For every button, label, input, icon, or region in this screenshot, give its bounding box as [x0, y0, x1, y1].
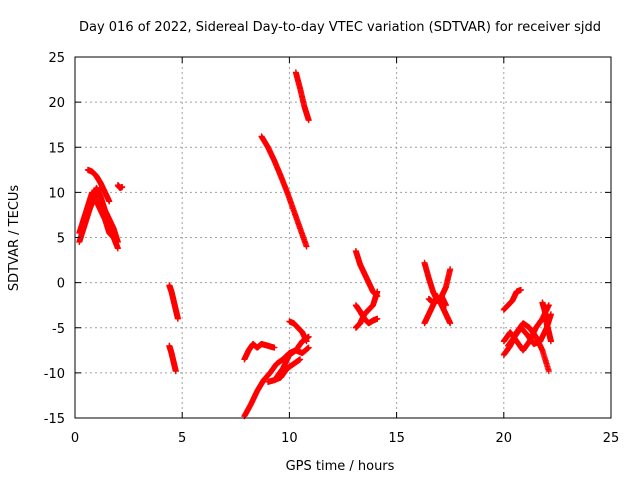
- data-point: [305, 344, 312, 351]
- series-arc-2a: [166, 282, 181, 322]
- series-arc-5c: [425, 293, 449, 309]
- data-point: [545, 368, 552, 375]
- y-tick-label: -10: [44, 367, 65, 382]
- series-arc-3b: [292, 69, 312, 124]
- x-tick-label: 0: [71, 431, 79, 446]
- series-arc-6a: [500, 286, 524, 313]
- data-point: [106, 198, 113, 205]
- x-axis-label: GPS time / hours: [286, 459, 395, 474]
- grid-lines: [75, 57, 611, 418]
- data-point: [517, 286, 524, 293]
- data-points: [76, 69, 554, 420]
- series-arc-6e: [539, 299, 554, 345]
- data-point: [447, 266, 454, 273]
- data-point: [303, 338, 310, 345]
- y-tick-label: 5: [57, 232, 65, 247]
- data-point: [114, 245, 121, 252]
- x-tick-label: 25: [603, 431, 620, 446]
- data-point: [174, 315, 181, 322]
- x-tick-label: 15: [388, 431, 405, 446]
- y-axis-label: SDTVAR / TECUs: [7, 185, 22, 292]
- series-arc-3g: [264, 356, 304, 385]
- series-arc-2b: [166, 342, 179, 375]
- x-tick-label: 10: [281, 431, 298, 446]
- series-arc-4c: [352, 302, 381, 327]
- axis-ticks: 0 5 10 15 20 25 -15 -10 -5 0 5 10 15 20 25: [44, 51, 620, 446]
- data-point: [547, 338, 554, 345]
- data-point: [545, 302, 552, 309]
- x-tick-label: 20: [496, 431, 513, 446]
- data-point: [172, 368, 179, 375]
- series-arc-1e: [114, 182, 126, 191]
- y-tick-label: -15: [44, 412, 65, 427]
- series-arc-1d: [80, 184, 104, 227]
- data-point: [374, 315, 381, 322]
- series-arc-3f: [286, 318, 310, 345]
- data-point: [447, 320, 454, 327]
- y-tick-label: 0: [57, 277, 65, 292]
- series-arc-1c: [84, 166, 113, 205]
- x-tick-label: 5: [178, 431, 186, 446]
- y-tick-label: 10: [48, 186, 65, 201]
- data-point: [271, 344, 278, 351]
- y-tick-label: -5: [52, 322, 65, 337]
- chart-title: Day 016 of 2022, Sidereal Day-to-day VTE…: [79, 20, 601, 35]
- data-point: [547, 311, 554, 318]
- data-point: [97, 184, 104, 191]
- data-point: [442, 302, 449, 309]
- y-tick-label: 20: [48, 96, 65, 111]
- data-point: [119, 183, 126, 190]
- data-point: [303, 243, 310, 250]
- y-tick-label: 15: [48, 141, 65, 156]
- series-arc-3d: [241, 340, 278, 363]
- data-point: [374, 288, 381, 295]
- data-point: [305, 117, 312, 124]
- series-arc-3a: [258, 133, 310, 250]
- data-point: [297, 356, 304, 363]
- y-tick-label: 25: [48, 51, 65, 66]
